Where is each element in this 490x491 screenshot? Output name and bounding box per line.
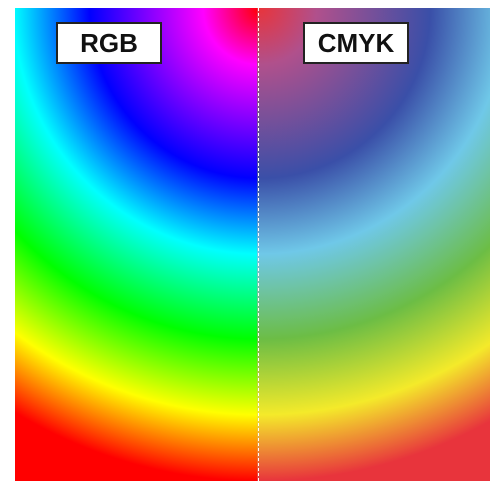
cmyk-label: CMYK [303,22,409,64]
rgb-label: RGB [56,22,162,64]
cmyk-panel [257,8,490,481]
color-gamut-comparison [15,8,490,481]
divider-line [258,8,259,481]
rgb-panel [15,8,257,481]
cmyk-gradient [257,8,490,481]
rgb-gradient [15,8,257,481]
